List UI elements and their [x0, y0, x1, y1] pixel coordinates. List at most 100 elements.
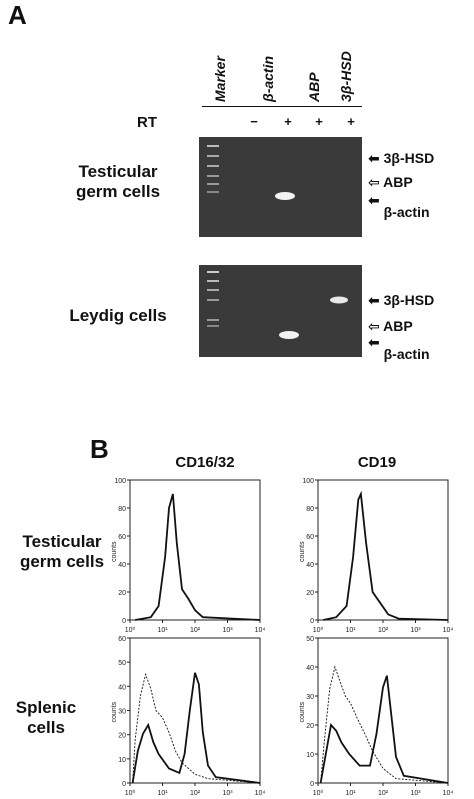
gel2-bands	[207, 271, 348, 339]
y-tick-label: 80	[118, 506, 126, 513]
y-tick-label: 100	[302, 478, 314, 485]
marker-band	[207, 325, 219, 327]
column-title-cd19: CD19	[357, 454, 397, 471]
y-tick-label: 40	[306, 562, 314, 569]
hollow-left-arrow-icon: ⇦	[368, 318, 380, 334]
y-axis-label: counts	[299, 541, 306, 562]
histogram-frame	[129, 479, 261, 621]
y-tick-label: 0	[310, 618, 314, 625]
histogram-frame	[317, 479, 449, 621]
lane-marker-label: Marker	[212, 56, 228, 102]
marker-band	[207, 299, 219, 301]
x-tick-label: 10³	[222, 627, 233, 634]
y-tick-label: 60	[118, 534, 126, 541]
rt-sign-3: +	[315, 114, 323, 129]
solid-left-arrow-icon: ⬅	[368, 334, 380, 350]
rt-sign-2: +	[284, 114, 292, 129]
3b-hsd-band	[330, 296, 348, 304]
rt-label: RT	[137, 114, 157, 131]
stained-histogram-curve	[319, 675, 449, 784]
x-tick-label: 10⁰	[125, 626, 136, 634]
gel1-marker-3b-hsd-label: 3β-HSD	[383, 150, 435, 166]
panel-b-letter: B	[90, 434, 109, 464]
marker-band	[207, 289, 219, 291]
y-axis-label: counts	[111, 541, 118, 562]
rt-sign-4: +	[347, 114, 355, 129]
gel1-marker-abp-label: ABP	[383, 174, 413, 190]
stained-histogram-curve	[323, 490, 449, 621]
y-tick-label: 30	[118, 709, 126, 716]
y-tick-label: 20	[306, 723, 314, 730]
x-tick-label: 10¹	[157, 627, 168, 634]
hist-row-label-splenic: Splenic cells	[0, 698, 92, 738]
gel1-marker-3b-hsd: ⬅ 3β-HSD	[368, 150, 434, 167]
gel1-row-label-line2: germ cells	[75, 182, 161, 201]
solid-left-arrow-icon: ⬅	[368, 192, 380, 208]
y-tick-label: 30	[306, 694, 314, 701]
gel-image-leydig	[199, 265, 362, 357]
gel1-marker-abp: ⇦ ABP	[368, 174, 413, 191]
y-tick-label: 40	[306, 665, 314, 672]
column-title-cd16-32: CD16/32	[175, 454, 235, 471]
marker-band	[207, 145, 219, 147]
y-tick-label: 60	[306, 534, 314, 541]
y-tick-label: 10	[118, 757, 126, 764]
marker-band	[207, 155, 219, 157]
marker-band	[207, 191, 219, 193]
gel2-row-label: Leydig cells	[38, 306, 198, 326]
hist-row-label-testicular: Testicular germ cells	[0, 532, 124, 572]
x-tick-label: 10²	[190, 790, 201, 797]
stained-histogram-curve	[131, 672, 261, 784]
hollow-left-arrow-icon: ⇦	[368, 174, 380, 190]
marker-band	[207, 175, 219, 177]
marker-band	[207, 271, 219, 273]
x-tick-label: 10³	[410, 790, 421, 797]
gel2-marker-3b-hsd-label: 3β-HSD	[383, 292, 435, 308]
x-tick-label: 10⁴	[443, 790, 454, 797]
panel-a-letter: A	[8, 0, 27, 30]
x-tick-label: 10⁰	[125, 789, 136, 797]
x-tick-label: 10⁴	[255, 627, 266, 634]
y-tick-label: 50	[118, 660, 126, 667]
gel1-row-label-line1: Testicular	[78, 162, 158, 181]
y-tick-label: 50	[306, 636, 314, 643]
hist-row1-label-line2: germ cells	[19, 552, 105, 571]
y-tick-label: 40	[118, 562, 126, 569]
gel1-row-label: Testicular germ cells	[38, 162, 198, 202]
solid-left-arrow-icon: ⬅	[368, 292, 380, 308]
gel1-marker-beta-actin-label: β-actin	[383, 204, 430, 220]
x-tick-label: 10¹	[345, 627, 356, 634]
x-tick-label: 10²	[378, 790, 389, 797]
x-tick-label: 10²	[190, 627, 201, 634]
x-tick-label: 10⁴	[255, 790, 266, 797]
x-tick-label: 10³	[222, 790, 233, 797]
marker-band	[207, 280, 219, 282]
y-tick-label: 80	[306, 506, 314, 513]
marker-band	[207, 319, 219, 321]
x-tick-label: 10³	[410, 627, 421, 634]
stained-histogram-curve	[135, 493, 261, 621]
hist-row1-label-line1: Testicular	[22, 532, 102, 551]
y-tick-label: 10	[306, 752, 314, 759]
y-tick-label: 20	[306, 590, 314, 597]
hist-row2-label-line1: Splenic	[15, 698, 77, 717]
y-tick-label: 0	[122, 618, 126, 625]
gel2-marker-abp-label: ABP	[383, 318, 413, 334]
x-tick-label: 10⁴	[443, 627, 454, 634]
y-tick-label: 60	[118, 636, 126, 643]
lane-3b-hsd-label: 3β-HSD	[338, 51, 354, 102]
y-tick-label: 20	[118, 733, 126, 740]
lane-beta-actin-label: β-actin	[260, 55, 276, 102]
y-axis-label: counts	[299, 701, 306, 722]
y-tick-label: 100	[114, 478, 126, 485]
rt-sign-1: −	[250, 114, 258, 129]
marker-band	[207, 165, 219, 167]
lane-header-rule	[202, 106, 362, 107]
y-tick-label: 0	[310, 781, 314, 788]
gel2-marker-beta-actin: ⬅ β-actin	[368, 334, 430, 362]
gel-image-testicular	[199, 137, 362, 237]
x-tick-label: 10⁰	[313, 789, 324, 797]
gel1-marker-beta-actin: ⬅ β-actin	[368, 192, 430, 220]
hist-row2-label-line2: cells	[27, 718, 65, 737]
